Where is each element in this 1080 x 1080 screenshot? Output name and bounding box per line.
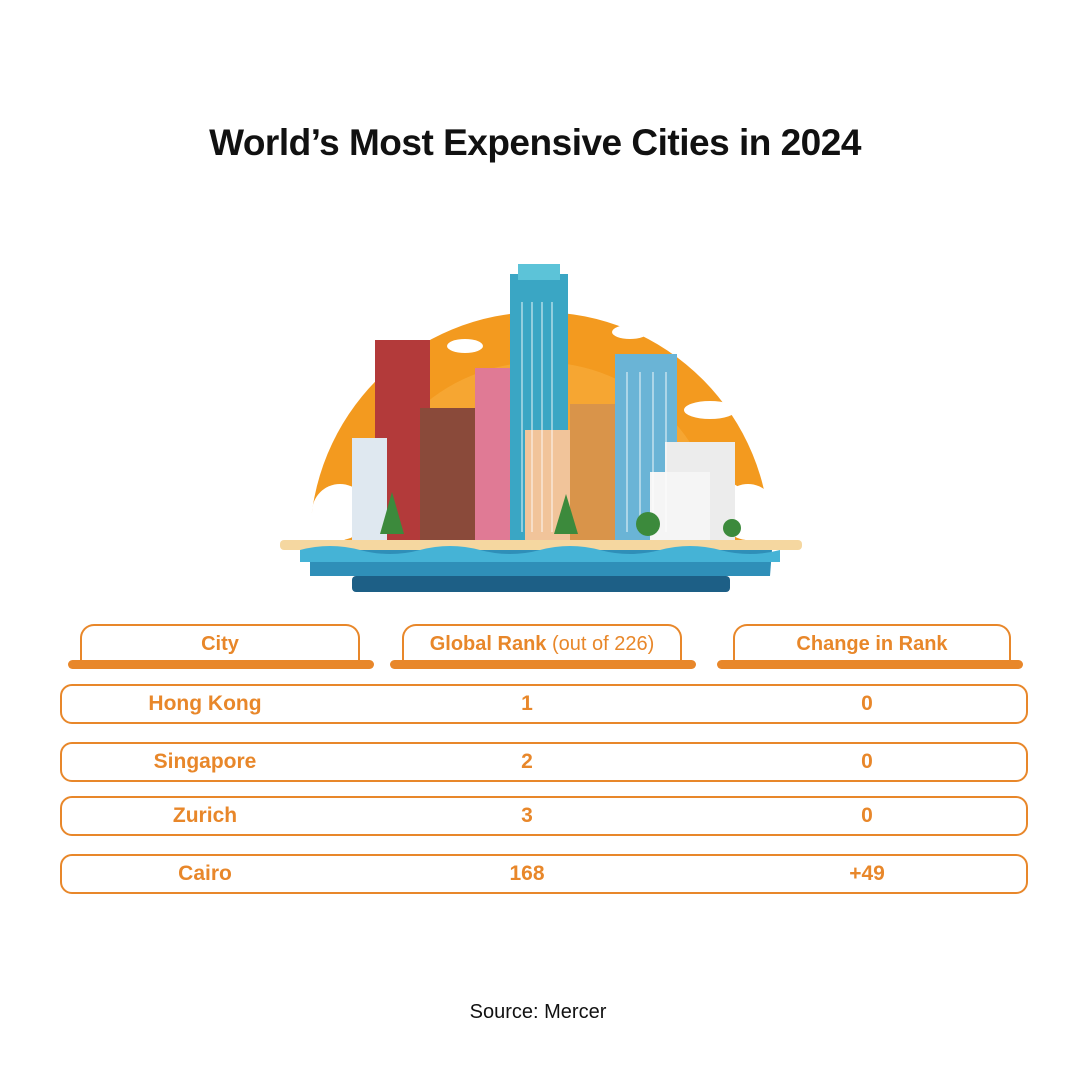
rank-cell: 1: [521, 692, 533, 715]
column-header-global-rank-label: Global Rank: [429, 632, 547, 655]
rank-cell: 2: [521, 750, 533, 773]
column-header-change-in-rank: Change in Rank: [733, 624, 1011, 662]
table-row: Hong Kong 1 0: [60, 684, 1028, 724]
change-cell: 0: [861, 804, 873, 827]
city-cell: Zurich: [172, 804, 238, 827]
city-cell: Cairo: [178, 862, 232, 885]
page-title: World’s Most Expensive Cities in 2024: [209, 122, 861, 163]
rank-cell: 3: [521, 804, 533, 827]
column-header-city-label: City: [201, 632, 239, 655]
change-cell: 0: [861, 750, 873, 773]
column-header-global-rank-note: (out of 226): [551, 632, 655, 655]
table-row: Singapore 2 0: [60, 742, 1028, 782]
column-header-change-in-rank-underline: [717, 660, 1023, 669]
column-header-change-in-rank-label: Change in Rank: [796, 632, 948, 655]
source-note: Source: Mercer: [469, 1001, 607, 1023]
city-skyline-illustration: [280, 264, 802, 592]
change-cell: +49: [849, 862, 885, 885]
column-header-global-rank-underline: [390, 660, 696, 669]
table-row: Zurich 3 0: [60, 796, 1028, 836]
city-cell: Singapore: [153, 750, 257, 773]
rank-cell: 168: [509, 862, 545, 885]
column-header-city-underline: [68, 660, 374, 669]
change-cell: 0: [861, 692, 873, 715]
column-header-city: City: [80, 624, 360, 662]
city-cell: Hong Kong: [148, 692, 262, 715]
column-header-global-rank: Global Rank (out of 226): [402, 624, 682, 662]
table-row: Cairo 168 +49: [60, 854, 1028, 894]
